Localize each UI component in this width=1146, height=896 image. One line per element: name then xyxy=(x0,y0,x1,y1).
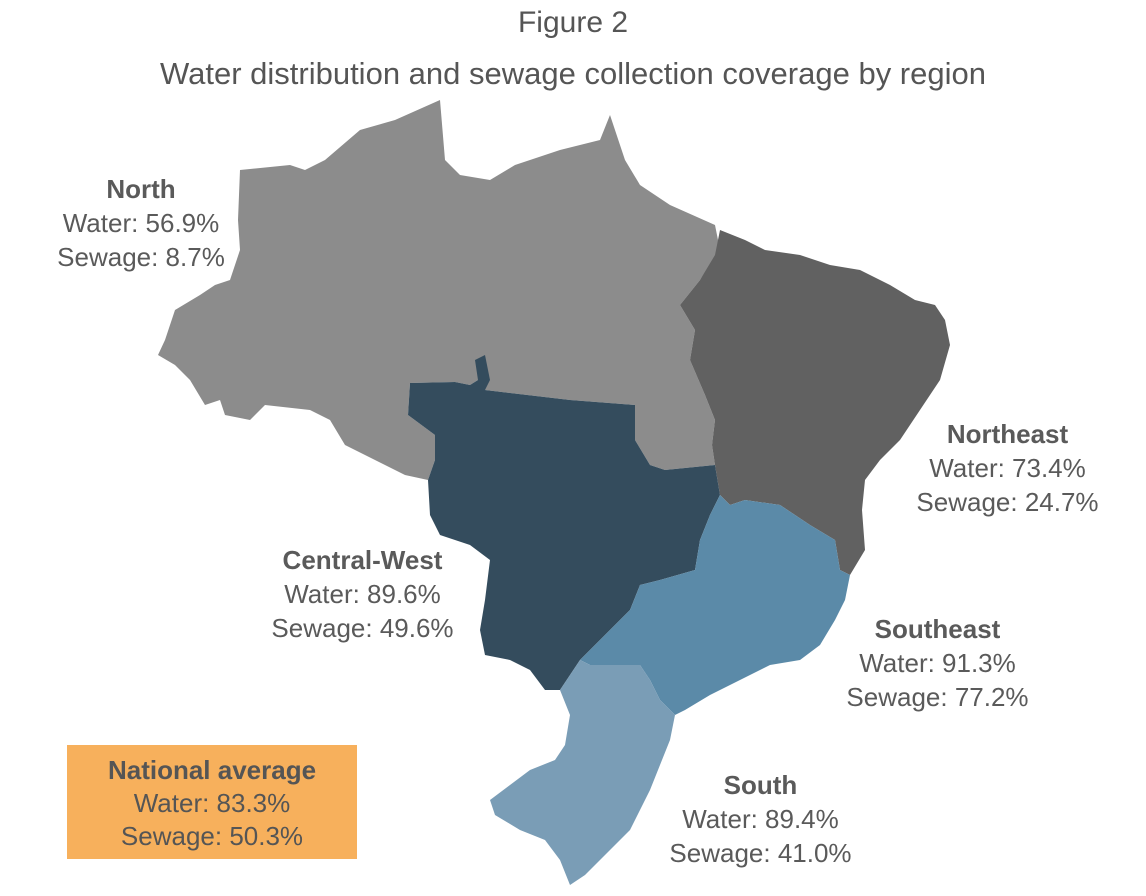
north-name: North xyxy=(106,174,176,204)
south-name: South xyxy=(723,770,798,800)
southeast-sewage: Sewage: 77.2% xyxy=(846,682,1029,712)
central-west-name: Central-West xyxy=(282,545,443,575)
label-central-west: Central-West Water: 89.6% Sewage: 49.6% xyxy=(250,543,475,645)
label-north: North Water: 56.9% Sewage: 8.7% xyxy=(36,172,246,274)
region-south[interactable] xyxy=(490,660,675,885)
northeast-name: Northeast xyxy=(946,419,1069,449)
south-water: Water: 89.4% xyxy=(682,804,839,834)
central-west-water: Water: 89.6% xyxy=(284,579,441,609)
region-southeast[interactable] xyxy=(580,495,850,715)
figure-label: Figure 2 xyxy=(517,6,629,39)
southeast-water: Water: 91.3% xyxy=(859,648,1016,678)
south-sewage: Sewage: 41.0% xyxy=(669,838,852,868)
region-central-west[interactable] xyxy=(408,355,720,690)
northeast-sewage: Sewage: 24.7% xyxy=(916,487,1099,517)
national-average-box: National average Water: 83.3% Sewage: 50… xyxy=(67,745,357,859)
national-average-sewage: Sewage: 50.3% xyxy=(120,821,304,851)
central-west-sewage: Sewage: 49.6% xyxy=(271,613,454,643)
north-water: Water: 56.9% xyxy=(62,208,220,238)
label-southeast: Southeast Water: 91.3% Sewage: 77.2% xyxy=(825,612,1050,714)
north-sewage: Sewage: 8.7% xyxy=(57,242,225,272)
figure-title: Water distribution and sewage collection… xyxy=(160,56,986,91)
label-south: South Water: 89.4% Sewage: 41.0% xyxy=(648,768,873,870)
national-average-water: Water: 83.3% xyxy=(133,788,291,818)
region-northeast[interactable] xyxy=(680,230,950,575)
northeast-water: Water: 73.4% xyxy=(929,453,1086,483)
southeast-name: Southeast xyxy=(874,614,1001,644)
national-average-name: National average xyxy=(107,755,317,785)
label-northeast: Northeast Water: 73.4% Sewage: 24.7% xyxy=(895,417,1120,519)
region-north[interactable] xyxy=(158,100,720,480)
